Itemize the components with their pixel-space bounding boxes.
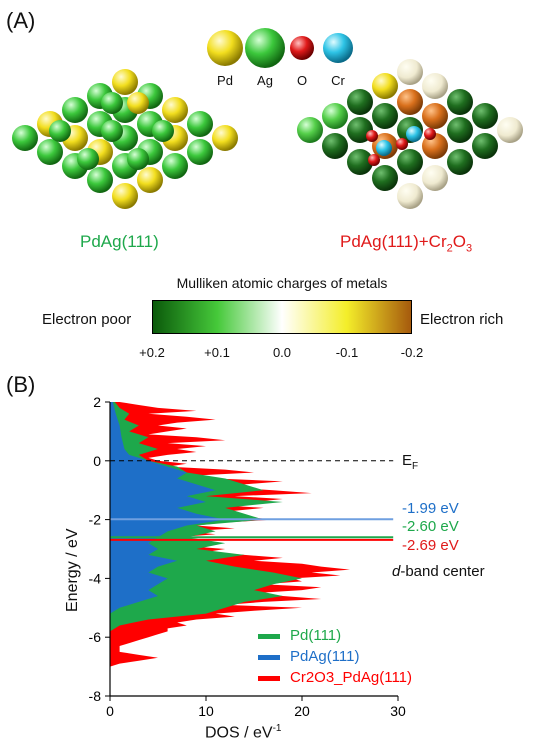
caption-sub-2: 2 (446, 242, 453, 255)
y-tick-label-2: -2 (89, 512, 102, 528)
o-atom-icon (290, 36, 314, 60)
panel-b-label: (B) (6, 372, 36, 397)
pd-legend-label: Pd (217, 73, 233, 88)
x-tick-label-0: 0 (106, 703, 114, 719)
series-legend: Pd(111) PdAg(111) Cr2O3_PdAg(111) (258, 625, 412, 688)
y-tick-label-0: 2 (93, 394, 101, 410)
fermi-sub: F (412, 461, 419, 472)
caption-sub-3: 3 (465, 242, 473, 255)
pdag111-slab-model (12, 69, 238, 209)
legend-item-pd111: Pd(111) (258, 625, 412, 646)
x-axis-title: DOS / eV-1 (205, 723, 281, 742)
o-legend-label: O (296, 73, 308, 88)
y-axis-title: Energy / eV (64, 528, 81, 612)
caption-main: PdAg(111)+Cr (340, 232, 447, 251)
fermi-e: E (402, 452, 413, 469)
x-axis-title-sup: -1 (272, 723, 282, 734)
caption-o: O (452, 232, 466, 251)
colorbar-tick-3: 0.0 (272, 345, 292, 360)
dband-center-label: d-band center (392, 563, 485, 580)
legend-label-pd111: Pd(111) (290, 627, 342, 644)
legend-swatch-cr2o3 (258, 675, 280, 681)
legend-item-pdag111: PdAg(111) (258, 646, 412, 667)
legend-label-cr2o3: Cr2O3_PdAg(111) (290, 669, 413, 686)
y-tick-label-3: -4 (89, 570, 102, 586)
cr-atom-icon (323, 33, 353, 63)
dos-area-2 (110, 402, 226, 614)
legend-label-pdag111: PdAg(111) (290, 648, 360, 665)
colorbar (152, 300, 412, 334)
colorbar-right-label: Electron rich (420, 311, 504, 328)
y-tick-label-4: -6 (89, 629, 102, 645)
ag-legend-label: Ag (257, 73, 273, 88)
x-axis-title-text: DOS / eV (205, 724, 273, 742)
fermi-label: EF (402, 452, 418, 472)
colorbar-tick-5: -0.2 (400, 345, 424, 360)
x-tick-label-3: 30 (390, 703, 406, 719)
legend-swatch-pdag111 (258, 654, 280, 660)
colorbar-left-label: Electron poor (42, 311, 132, 328)
y-tick-label-5: -8 (89, 688, 102, 704)
legend-item-cr2o3: Cr2O3_PdAg(111) (258, 667, 412, 688)
band-center-label-pd: -2.60 eV (402, 518, 459, 535)
pd-atom-icon (207, 30, 243, 66)
x-tick-label-2: 20 (294, 703, 310, 719)
x-tick-label-1: 10 (198, 703, 214, 719)
pdag111-caption: PdAg(111) (80, 232, 159, 251)
colorbar-title: Mulliken atomic charges of metals (176, 275, 388, 291)
colorbar-tick-1: +0.2 (139, 345, 165, 360)
legend-swatch-pd111 (258, 633, 280, 639)
colorbar-tick-2: +0.1 (204, 345, 230, 360)
y-tick-label-1: 0 (93, 453, 101, 469)
pdag111-cr2o3-caption: PdAg(111)+Cr2O3 (340, 232, 472, 254)
ag-atom-icon (245, 28, 285, 68)
band-center-label-cr2o3: -2.69 eV (402, 537, 459, 554)
dband-rest: -band center (400, 563, 485, 580)
colorbar-tick-4: -0.1 (335, 345, 359, 360)
pdag111-cr2o3-slab-model (297, 59, 523, 209)
atom-legend-spheres (207, 28, 353, 68)
dband-d: d (392, 563, 401, 580)
panel-a-label: (A) (6, 8, 36, 33)
cr-legend-label: Cr (331, 73, 345, 88)
band-center-label-pdag: -1.99 eV (402, 500, 459, 517)
